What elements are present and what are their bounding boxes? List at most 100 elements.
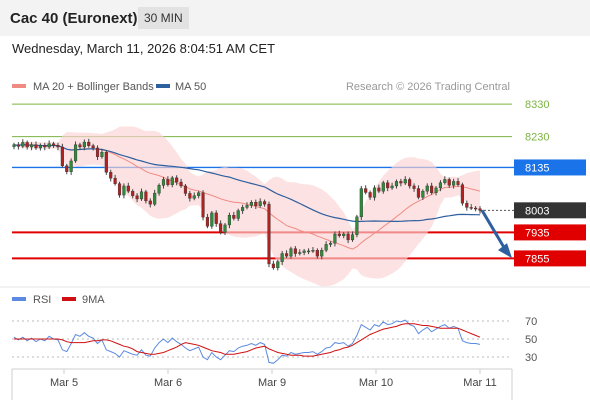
candle-body	[478, 208, 482, 211]
ma9-legend-swatch	[62, 297, 76, 301]
candle-body	[320, 250, 324, 257]
level-label-target: 8330	[525, 99, 549, 111]
candle-body	[474, 207, 478, 210]
rsi-ma9-line	[14, 323, 481, 357]
candle-body	[227, 214, 231, 226]
forecast-arrow-head	[498, 243, 512, 259]
candle-body	[280, 253, 284, 262]
level-label-resistance: 8135	[525, 162, 549, 174]
candle-body	[117, 183, 122, 196]
candle-body	[91, 145, 95, 149]
candle-body	[311, 250, 315, 252]
candle-body	[293, 248, 297, 254]
candle-body	[346, 233, 350, 241]
candle-body	[219, 223, 223, 233]
candle-body	[359, 188, 363, 218]
candle-body	[161, 179, 166, 186]
rsi-tick-label: 30	[525, 352, 537, 364]
x-tick-label: Mar 10	[359, 377, 393, 389]
rsi-pane: 70 50 30	[12, 316, 537, 364]
candle-body	[254, 202, 258, 206]
candle-body	[122, 185, 126, 196]
candle-body	[109, 172, 113, 179]
timeframe-badge[interactable]: 30 MIN	[138, 7, 189, 29]
candle-body	[113, 177, 117, 184]
candle-body	[434, 187, 438, 193]
candle-body	[47, 143, 51, 148]
candle-body	[12, 144, 16, 147]
level-badge-support	[514, 224, 586, 241]
candle-body	[342, 233, 346, 236]
candle-body	[364, 188, 368, 193]
candle-body	[135, 195, 139, 200]
candle-body	[82, 141, 86, 148]
ma9-legend-label: 9MA	[82, 294, 105, 306]
rsi-legend-swatch	[12, 297, 26, 301]
candle-body	[192, 195, 196, 199]
candle-body	[16, 144, 20, 147]
ma20-legend-swatch	[12, 84, 26, 88]
candle-body	[100, 151, 104, 157]
x-tick-label: Mar 11	[463, 377, 496, 389]
candle-body	[241, 207, 245, 211]
candle-body	[368, 192, 372, 198]
candle-body	[214, 212, 218, 224]
candle-body	[95, 147, 100, 157]
candle-body	[205, 216, 209, 227]
candle-body	[271, 263, 275, 269]
candle-body	[179, 181, 183, 187]
level-label-support: 7935	[525, 227, 549, 239]
candle-body	[21, 142, 25, 147]
candle-body	[306, 250, 311, 253]
chart-datetime: Wednesday, March 11, 2026 8:04:51 AM CET	[12, 41, 276, 56]
forecast-arrow-shaft	[480, 209, 507, 250]
candle-body	[355, 216, 359, 235]
candle-body	[157, 185, 161, 194]
level-labels: 8330 8230 8135 8003 7935 7855	[514, 99, 586, 267]
candle-body	[408, 179, 412, 187]
candle-body	[25, 142, 29, 148]
candle-body	[148, 200, 152, 205]
level-badge-last	[514, 202, 586, 219]
candle-body	[403, 179, 407, 184]
rsi-legend-label: RSI	[33, 294, 51, 306]
instrument-title: Cac 40 (Euronext)	[10, 10, 138, 27]
candle-body	[34, 144, 38, 149]
candle-body	[69, 160, 73, 172]
candle-body	[285, 253, 289, 257]
candle-body	[210, 212, 214, 227]
candle-body	[447, 179, 451, 186]
candle-body	[430, 185, 434, 193]
candle-body	[223, 224, 227, 233]
candle-body	[333, 233, 337, 244]
candle-body	[377, 187, 381, 192]
candle-body	[460, 184, 464, 204]
candle-body	[30, 144, 34, 148]
candle-body	[245, 205, 249, 208]
candle-body	[452, 181, 456, 186]
candle-body	[416, 188, 421, 198]
candle-body	[43, 145, 47, 148]
candle-body	[258, 201, 262, 206]
candle-body	[144, 191, 148, 202]
candle-body	[337, 233, 341, 236]
candle-body	[56, 145, 60, 148]
rsi-tick-label: 50	[525, 334, 537, 346]
rsi-tick-label: 70	[525, 316, 537, 328]
candle-body	[381, 182, 385, 192]
candle-body	[60, 146, 64, 167]
candle-body	[298, 252, 302, 254]
candle-body	[386, 182, 390, 189]
candle-body	[276, 261, 280, 269]
candle-body	[104, 151, 108, 173]
candle-body	[73, 144, 78, 162]
chart-header: Cac 40 (Euronext) 30 MIN	[0, 0, 590, 36]
rsi-line	[13, 319, 481, 364]
candle-body	[52, 143, 56, 146]
candle-body	[412, 185, 416, 189]
candle-body	[394, 181, 399, 187]
candle-body	[263, 201, 267, 205]
ma50-legend-label: MA 50	[175, 81, 206, 93]
ma20-legend-label: MA 20 + Bollinger Bands	[33, 81, 154, 93]
